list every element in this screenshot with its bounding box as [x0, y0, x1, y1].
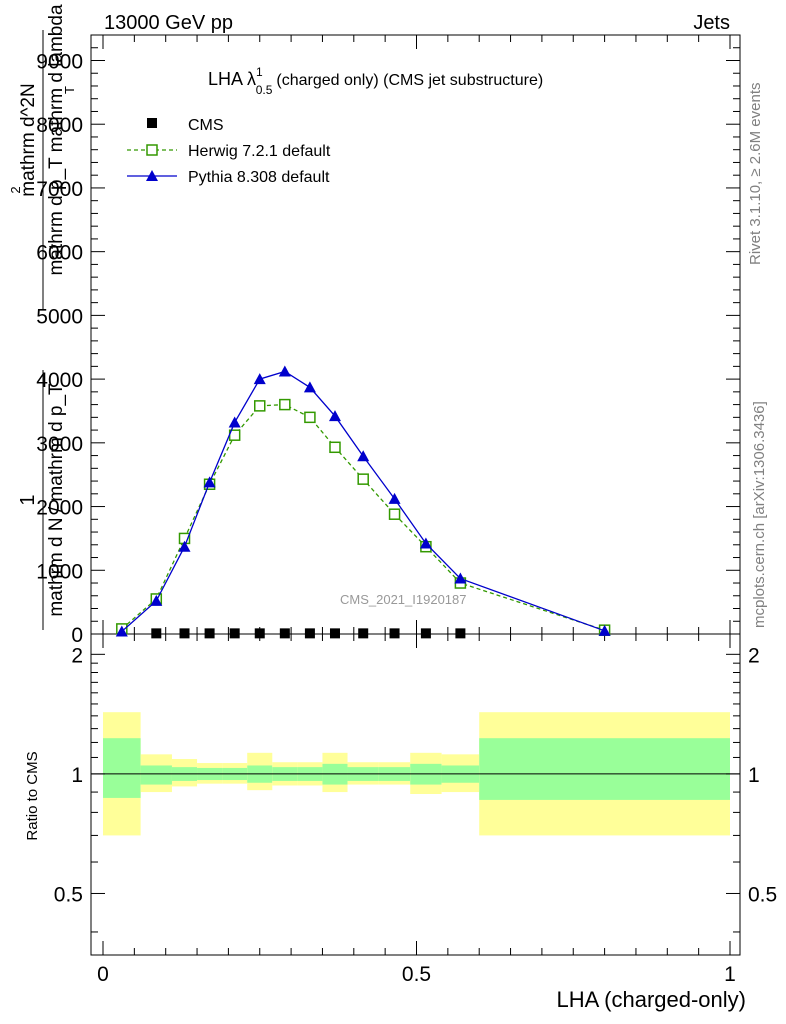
pythia-point	[454, 572, 467, 584]
x-tick-label: 1	[724, 963, 736, 986]
herwig-point	[254, 400, 266, 412]
mcplots-label: mcplots.cern.ch [arXiv:1306.3436]	[751, 401, 768, 628]
ratio-tick-label-right: 2	[748, 644, 760, 667]
legend-label-cms: CMS	[188, 117, 224, 134]
cms-point	[179, 628, 190, 639]
pythia-point	[178, 540, 191, 552]
cms-point	[304, 628, 315, 639]
y-tick-label: 0	[71, 624, 83, 647]
ratio-tick-label-right: 0.5	[748, 883, 777, 906]
axis-ticks	[91, 34, 740, 955]
herwig-point	[304, 411, 316, 424]
pythia-point	[115, 625, 128, 637]
legend-herwig-marker	[146, 144, 158, 156]
cms-point	[389, 628, 400, 639]
y-tick-label: 5000	[36, 305, 83, 328]
ratio-band-green	[479, 738, 730, 800]
rivet-version-label: Rivet 3.1.10, ≥ 2.6M events	[747, 83, 764, 266]
x-axis-label: LHA (charged-only)	[556, 987, 746, 1012]
y-axis-label: 1 mathrm d N / mathrm d p_T mathrm d^2N …	[8, 4, 77, 630]
herwig-point	[329, 441, 341, 454]
pythia-point	[150, 594, 163, 606]
pythia-point	[203, 476, 216, 488]
ylabel-numerator: 1	[17, 494, 39, 505]
y-tick-label: 1000	[36, 560, 83, 583]
y-tick-label: 7000	[36, 178, 83, 201]
plot-frames	[90, 34, 741, 956]
cms-point	[229, 628, 240, 639]
cms-point	[279, 628, 290, 639]
cms-point	[420, 628, 431, 639]
pythia-point	[228, 416, 241, 428]
header-category: Jets	[693, 12, 730, 34]
series-line-2	[121, 370, 605, 632]
ratio-tick-label: 2	[71, 644, 83, 667]
ratio-tick-label-right: 1	[748, 764, 760, 787]
legend: CMS Herwig 7.2.1 default Pythia 8.308 de…	[127, 117, 331, 186]
ylabel-denominator: mathrm d N / mathrm d p_T	[46, 383, 67, 617]
ylabel-numerator2-sup: 2	[8, 186, 23, 193]
ratio-frame	[90, 633, 741, 956]
y-tick-label: 8000	[36, 114, 83, 137]
ratio-tick-label: 0.5	[54, 883, 83, 906]
cms-point	[358, 628, 369, 639]
ylabel-denominator2: mathrm d p_T mathrm d lambda	[46, 4, 67, 275]
pythia-point	[357, 450, 370, 462]
pythia-point	[419, 537, 432, 549]
data-series	[115, 365, 611, 639]
y-tick-label: 3000	[36, 433, 83, 456]
y-tick-label: 4000	[36, 369, 83, 392]
pythia-point	[278, 365, 291, 377]
tick-labels: 0 1000 2000 3000 4000 5000 6000 7000 8000 9000 0.5…	[36, 50, 777, 986]
cms-point	[329, 628, 340, 639]
ratio-band-green	[103, 738, 141, 798]
y-tick-label: 9000	[36, 50, 83, 73]
herwig-point	[279, 398, 291, 411]
ratio-band-green	[140, 765, 172, 785]
title-sub: 0.5	[256, 83, 273, 97]
pythia-point	[388, 492, 401, 504]
legend-label-herwig: Herwig 7.2.1 default	[188, 143, 331, 160]
cms-point	[455, 628, 466, 639]
title-main: LHA λ	[208, 69, 256, 89]
watermark: CMS_2021_I1920187	[340, 592, 467, 607]
pythia-point	[253, 373, 266, 385]
x-tick-label: 0.5	[402, 963, 431, 986]
ratio-y-axis-label: Ratio to CMS	[24, 751, 41, 840]
title-sup: 1	[256, 65, 263, 79]
x-tick-label: 0	[97, 963, 109, 986]
pythia-point	[303, 381, 316, 393]
y-tick-label: 2000	[36, 497, 83, 520]
ratio-tick-label: 1	[71, 764, 83, 787]
header-energy: 13000 GeV pp	[104, 12, 233, 34]
pythia-point	[598, 624, 611, 636]
legend-pythia-marker	[146, 170, 158, 181]
ylabel-numerator2: mathrm d^2N	[18, 83, 39, 196]
title-rest: (charged only) (CMS jet substructure)	[276, 72, 543, 89]
y-tick-label: 6000	[36, 242, 83, 265]
pythia-point	[328, 410, 341, 422]
legend-label-pythia: Pythia 8.308 default	[188, 169, 330, 186]
cms-point	[254, 628, 265, 639]
legend-cms-marker	[147, 118, 157, 128]
herwig-point	[388, 508, 401, 520]
cms-point	[151, 628, 162, 639]
ylabel-denominator2-sub: T	[62, 86, 77, 94]
herwig-point	[357, 473, 369, 485]
cms-point	[204, 628, 215, 639]
plot-title: LHA λ1 0.5(charged only) (CMS jet substru…	[208, 65, 543, 97]
